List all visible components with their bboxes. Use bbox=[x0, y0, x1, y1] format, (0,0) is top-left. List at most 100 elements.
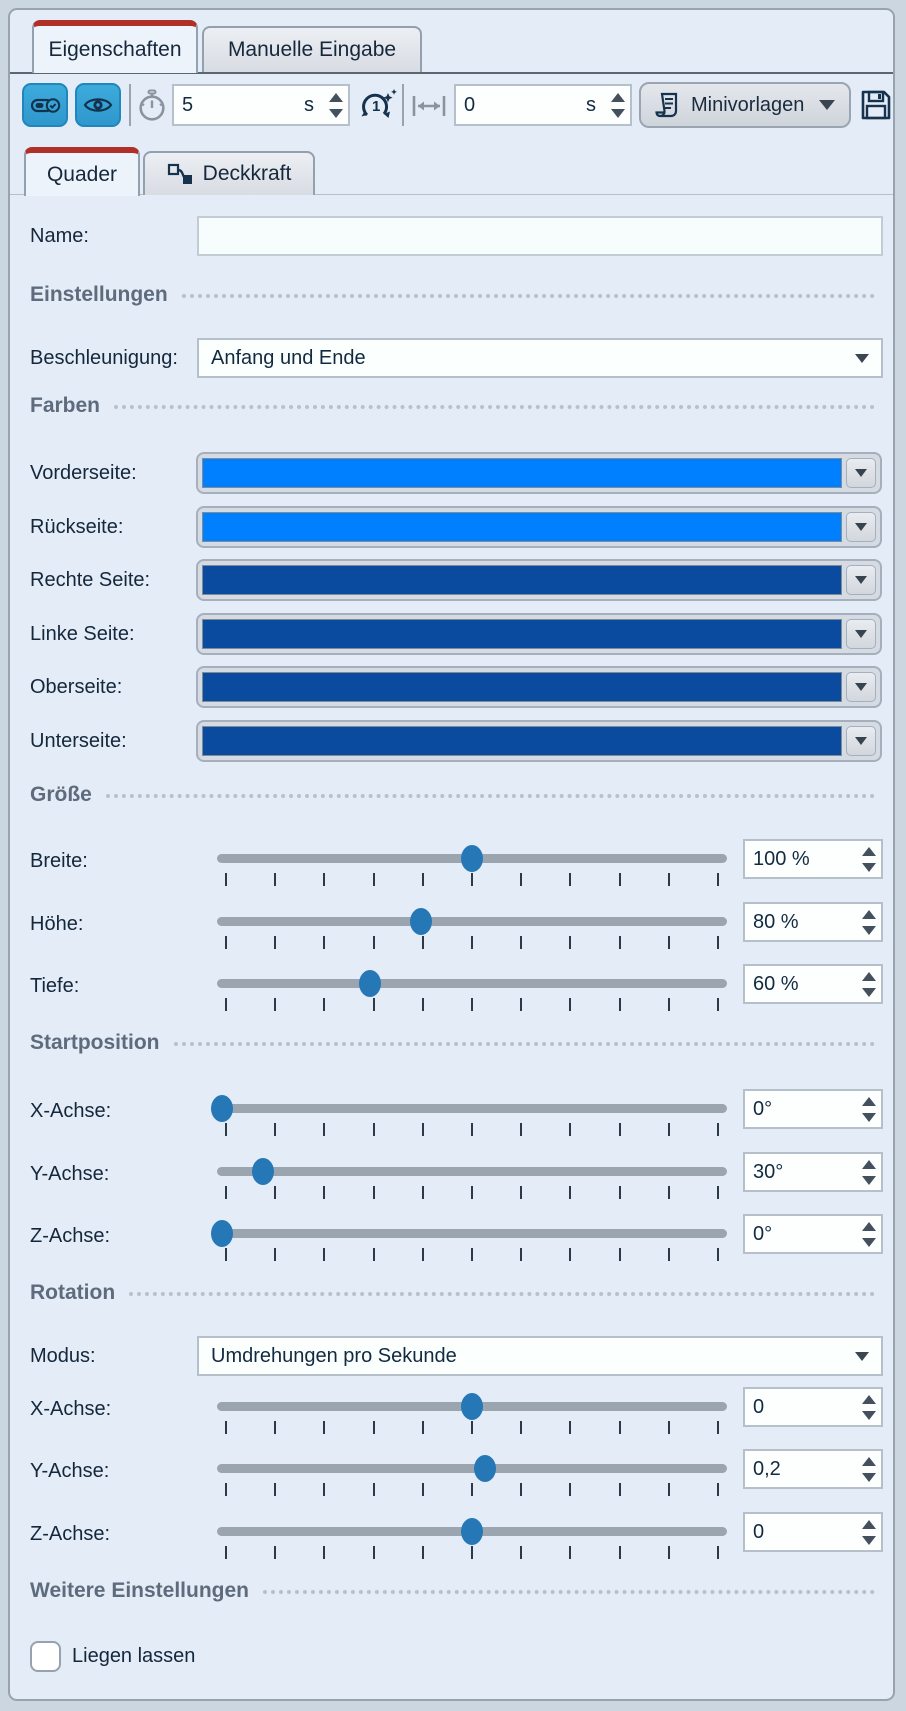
color-swatch[interactable] bbox=[202, 458, 842, 488]
tab-quader[interactable]: Quader bbox=[24, 147, 140, 196]
save-icon[interactable] bbox=[858, 87, 894, 123]
spin-down-icon[interactable] bbox=[862, 1112, 876, 1122]
spin-up-icon[interactable] bbox=[862, 909, 876, 919]
hoehe-spinner[interactable]: 80 % bbox=[743, 902, 883, 942]
oberseite-color-picker[interactable] bbox=[196, 666, 882, 708]
start-y-value[interactable]: 30° bbox=[753, 1160, 784, 1183]
delay-spinner[interactable]: 0 s bbox=[454, 84, 632, 126]
duration-value[interactable]: 5 bbox=[182, 93, 194, 116]
rot-y-slider[interactable] bbox=[217, 1452, 727, 1498]
breite-value[interactable]: 100 % bbox=[753, 847, 810, 870]
slider-track[interactable] bbox=[217, 1464, 727, 1473]
slider-track[interactable] bbox=[217, 917, 727, 926]
hoehe-value[interactable]: 80 % bbox=[753, 910, 799, 933]
rot-x-spinner[interactable]: 0 bbox=[743, 1387, 883, 1427]
start-y-spinner[interactable]: 30° bbox=[743, 1152, 883, 1192]
color-dropdown-button[interactable] bbox=[846, 458, 876, 488]
tab-deckkraft[interactable]: Deckkraft bbox=[143, 151, 315, 195]
spin-down-icon[interactable] bbox=[862, 987, 876, 997]
spin-down-icon[interactable] bbox=[862, 1535, 876, 1545]
rot-z-slider[interactable] bbox=[217, 1515, 727, 1561]
spin-up-icon[interactable] bbox=[862, 1456, 876, 1466]
spin-up-icon[interactable] bbox=[862, 1096, 876, 1106]
start-x-value[interactable]: 0° bbox=[753, 1097, 773, 1120]
color-dropdown-button[interactable] bbox=[846, 672, 876, 702]
rotate-once-sparkle-icon[interactable]: 1 bbox=[357, 87, 397, 125]
modus-select[interactable]: Umdrehungen pro Sekunde bbox=[197, 1336, 883, 1376]
rot-x-slider[interactable] bbox=[217, 1390, 727, 1436]
spin-down-icon[interactable] bbox=[862, 925, 876, 935]
tiefe-slider[interactable] bbox=[217, 967, 727, 1013]
spin-down-icon[interactable] bbox=[862, 1237, 876, 1247]
slider-thumb[interactable] bbox=[211, 1095, 234, 1122]
linke-seite-color-picker[interactable] bbox=[196, 613, 882, 655]
slider-thumb[interactable] bbox=[461, 1518, 483, 1545]
delay-spin-arrows[interactable] bbox=[606, 86, 630, 124]
spin-down-icon[interactable] bbox=[862, 1472, 876, 1482]
color-swatch[interactable] bbox=[202, 619, 842, 649]
preview-button[interactable] bbox=[75, 83, 121, 127]
spin-down-icon[interactable] bbox=[611, 108, 625, 118]
start-z-slider[interactable] bbox=[211, 1217, 727, 1263]
minivorlagen-button[interactable]: Minivorlagen bbox=[639, 82, 851, 128]
duration-spin-arrows[interactable] bbox=[324, 86, 348, 124]
duration-spinner[interactable]: 5 s bbox=[172, 84, 350, 126]
spin-up-icon[interactable] bbox=[862, 1394, 876, 1404]
liegen-lassen-checkbox[interactable] bbox=[30, 1641, 61, 1672]
start-x-slider[interactable] bbox=[211, 1092, 727, 1138]
slider-thumb[interactable] bbox=[359, 970, 381, 997]
start-x-spinner[interactable]: 0° bbox=[743, 1089, 883, 1129]
color-swatch[interactable] bbox=[202, 565, 842, 595]
tiefe-spinner[interactable]: 60 % bbox=[743, 964, 883, 1004]
tiefe-value[interactable]: 60 % bbox=[753, 972, 799, 995]
beschleunigung-select[interactable]: Anfang und Ende bbox=[197, 338, 883, 378]
breite-slider[interactable] bbox=[217, 842, 727, 888]
start-y-slider[interactable] bbox=[217, 1155, 727, 1201]
slider-track[interactable] bbox=[217, 979, 727, 988]
slider-thumb[interactable] bbox=[211, 1220, 234, 1247]
slider-thumb[interactable] bbox=[461, 845, 483, 872]
start-z-value[interactable]: 0° bbox=[753, 1222, 773, 1245]
color-dropdown-button[interactable] bbox=[846, 565, 876, 595]
color-dropdown-button[interactable] bbox=[846, 619, 876, 649]
rot-z-spinner[interactable]: 0 bbox=[743, 1512, 883, 1552]
color-dropdown-button[interactable] bbox=[846, 726, 876, 756]
color-swatch[interactable] bbox=[202, 672, 842, 702]
delay-value[interactable]: 0 bbox=[464, 93, 476, 116]
spin-down-icon[interactable] bbox=[862, 1175, 876, 1185]
slider-track[interactable] bbox=[217, 1229, 727, 1238]
slider-thumb[interactable] bbox=[473, 1455, 496, 1482]
rot-y-value[interactable]: 0,2 bbox=[753, 1457, 781, 1480]
spin-up-icon[interactable] bbox=[611, 92, 625, 102]
rot-z-value[interactable]: 0 bbox=[753, 1520, 765, 1543]
slider-track[interactable] bbox=[217, 1167, 727, 1176]
slider-thumb[interactable] bbox=[410, 908, 432, 935]
rueckseite-color-picker[interactable] bbox=[196, 506, 882, 548]
slider-track[interactable] bbox=[217, 1104, 727, 1113]
unterseite-color-picker[interactable] bbox=[196, 720, 882, 762]
rechte-seite-color-picker[interactable] bbox=[196, 559, 882, 601]
spin-down-icon[interactable] bbox=[862, 862, 876, 872]
slider-thumb[interactable] bbox=[461, 1393, 483, 1420]
spin-up-icon[interactable] bbox=[862, 1221, 876, 1231]
color-swatch[interactable] bbox=[202, 726, 842, 756]
breite-spinner[interactable]: 100 % bbox=[743, 839, 883, 879]
vorderseite-color-picker[interactable] bbox=[196, 452, 882, 494]
color-dropdown-button[interactable] bbox=[846, 512, 876, 542]
spin-up-icon[interactable] bbox=[862, 1519, 876, 1529]
spin-down-icon[interactable] bbox=[329, 108, 343, 118]
start-z-spinner[interactable]: 0° bbox=[743, 1214, 883, 1254]
tab-eigenschaften[interactable]: Eigenschaften bbox=[32, 20, 198, 73]
spin-down-icon[interactable] bbox=[862, 1410, 876, 1420]
hoehe-slider[interactable] bbox=[217, 905, 727, 951]
tab-manuelle-eingabe[interactable]: Manuelle Eingabe bbox=[202, 26, 422, 72]
spin-up-icon[interactable] bbox=[862, 971, 876, 981]
rot-y-spinner[interactable]: 0,2 bbox=[743, 1449, 883, 1489]
toggle-visibility-button[interactable] bbox=[22, 83, 68, 127]
name-input[interactable] bbox=[197, 216, 883, 256]
slider-thumb[interactable] bbox=[251, 1158, 274, 1185]
spin-up-icon[interactable] bbox=[862, 1159, 876, 1169]
color-swatch[interactable] bbox=[202, 512, 842, 542]
spin-up-icon[interactable] bbox=[329, 92, 343, 102]
spin-up-icon[interactable] bbox=[862, 846, 876, 856]
